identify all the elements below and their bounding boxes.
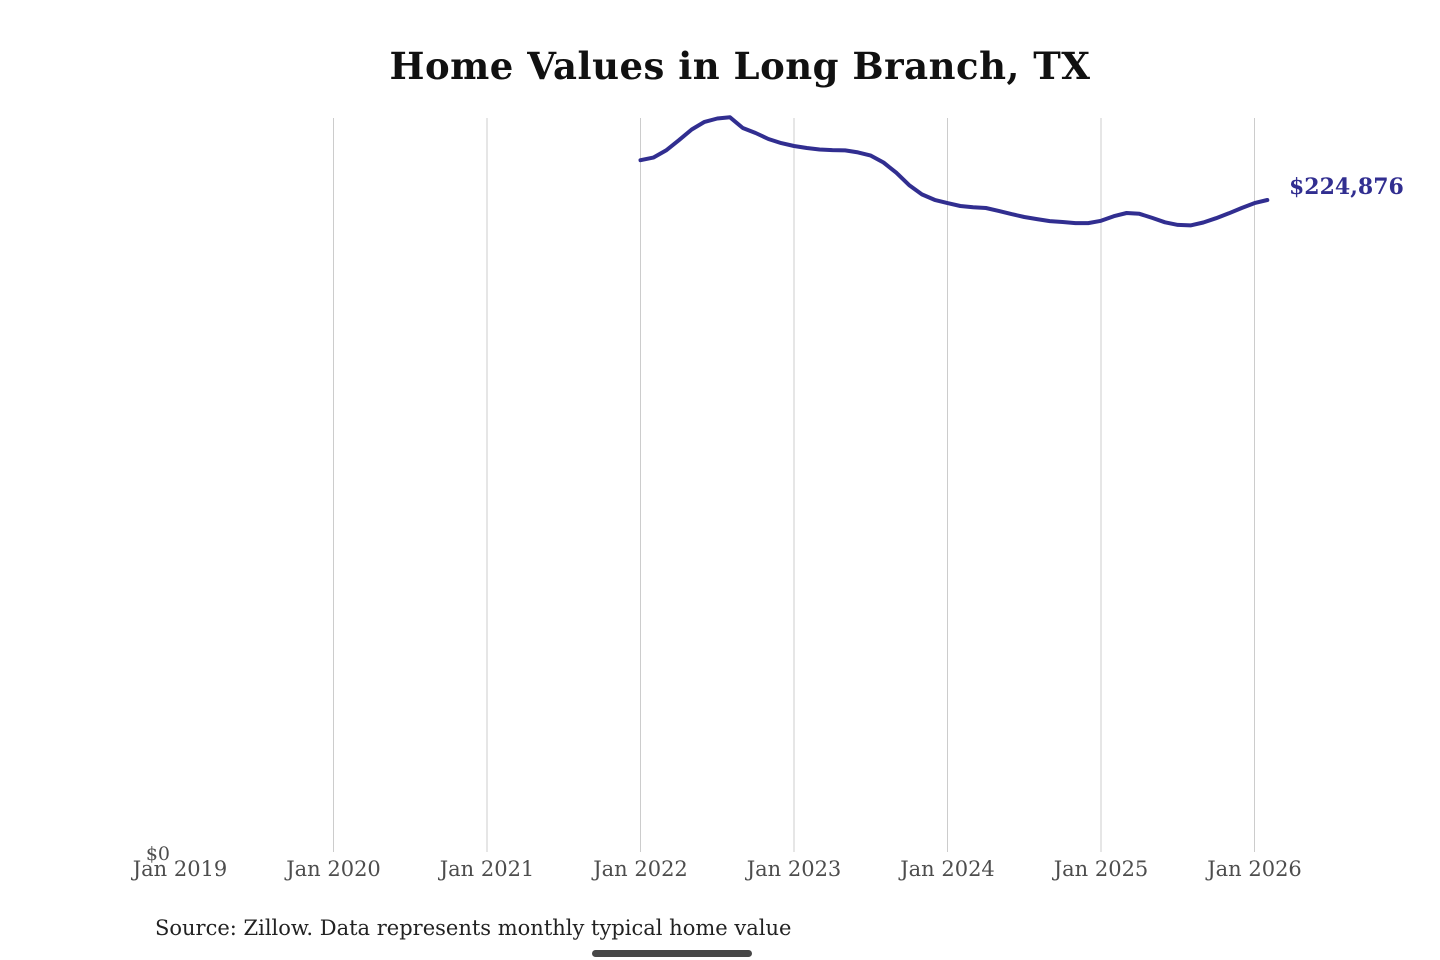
- x-tick-label-jan-2023: Jan 2023: [746, 857, 842, 881]
- source-attribution: Source: Zillow. Data represents monthly …: [155, 916, 792, 940]
- x-tick-label-jan-2020: Jan 2020: [286, 857, 381, 881]
- x-tick-label-jan-2019: Jan 2019: [132, 857, 228, 881]
- x-tick-label-jan-2021: Jan 2021: [439, 857, 535, 881]
- x-tick-label-jan-2024: Jan 2024: [900, 857, 995, 881]
- x-tick-label-jan-2022: Jan 2022: [593, 857, 688, 881]
- x-tick-label-jan-2025: Jan 2025: [1053, 857, 1149, 881]
- home-value-series-line: [638, 115, 1270, 228]
- y-axis-zero-label: $0: [145, 843, 170, 865]
- bottom-bar-indicator[interactable]: [592, 950, 752, 957]
- current-value-label: $224,876: [1289, 174, 1404, 200]
- x-tick-label-jan-2026: Jan 2026: [1207, 857, 1302, 881]
- chart-title: Home Values in Long Branch, TX: [389, 44, 1091, 88]
